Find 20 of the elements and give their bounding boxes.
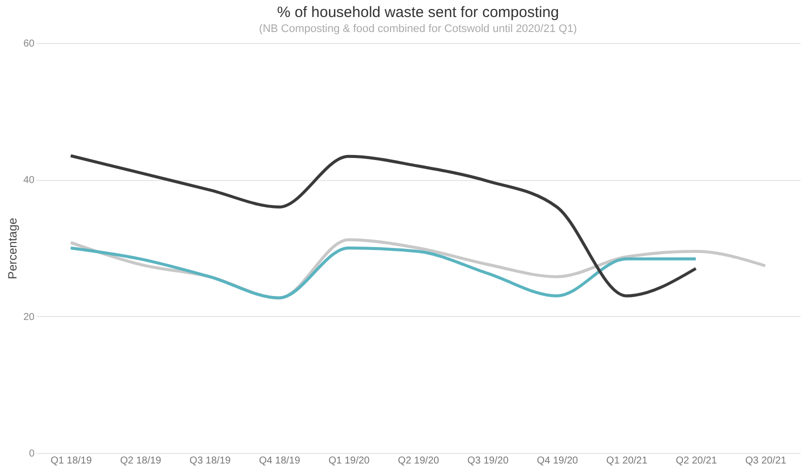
chart-title: % of household waste sent for composting — [277, 4, 559, 21]
x-tick-label: Q4 19/20 — [536, 456, 578, 466]
y-tick-label: 20 — [23, 312, 35, 323]
y-axis-title: Percentage — [5, 217, 20, 280]
x-tick-label: Q2 18/19 — [120, 456, 162, 466]
x-tick-label: Q2 20/21 — [676, 456, 718, 466]
x-tick-label: Q3 18/19 — [190, 456, 232, 466]
y-tick-label: 40 — [23, 175, 35, 186]
line-series — [69, 246, 698, 300]
line-series — [69, 154, 698, 298]
x-tick-label: Q3 20/21 — [745, 456, 787, 466]
x-tick-label: Q1 19/20 — [328, 456, 370, 466]
x-tick-label: Q1 20/21 — [606, 456, 648, 466]
y-tick-label: 0 — [28, 448, 35, 460]
x-tick-label: Q1 18/19 — [50, 456, 92, 466]
y-tick-label: 60 — [23, 38, 35, 50]
x-tick-label: Q3 19/20 — [467, 456, 509, 466]
x-tick-label: Q2 19/20 — [398, 456, 440, 466]
x-tick-label: Q4 18/19 — [259, 456, 301, 466]
chart-subtitle: (NB Composting & food combined for Cotswold until 2020/21 Q1) — [259, 23, 577, 35]
